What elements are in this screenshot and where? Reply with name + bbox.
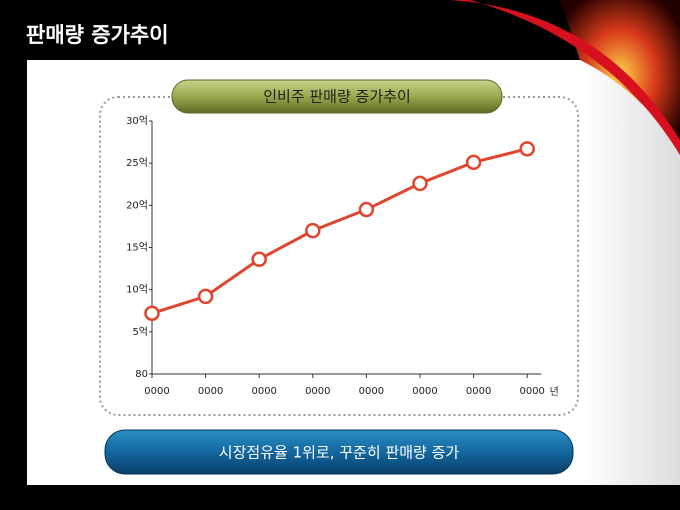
banner: [104, 429, 574, 475]
plot: 80 5억 10억 15억 20억 25억 30억 0000 0000 0000 0000 0000 0…: [126, 115, 559, 398]
point: [251, 251, 267, 268]
slide-title: 판매량 증가추이: [26, 23, 169, 47]
point: [305, 222, 321, 239]
chart-title-pill: [171, 79, 503, 114]
y-tick-label: 5억: [132, 326, 148, 338]
x-tick-label: 0000: [519, 386, 544, 397]
point: [358, 201, 375, 218]
y-tick-label: 30억: [126, 115, 148, 127]
y-tick-label: 15억: [126, 242, 148, 254]
x-tick-label: 0000: [198, 386, 223, 397]
x-unit-label: 년: [550, 386, 559, 398]
chart-title: 인비주 판매량 증가추이: [263, 88, 411, 106]
x-tick-label: 0000: [359, 386, 384, 397]
y-tick-label: 25억: [126, 157, 148, 169]
y-tick-label: 10억: [126, 284, 148, 296]
x-tick-label: 0000: [305, 386, 330, 397]
point: [465, 154, 482, 171]
x-tick-label: 0000: [412, 386, 437, 397]
line-series: [151, 147, 528, 315]
x-tick-label: 0000: [251, 386, 276, 397]
banner-text: 시장점유율 1위로, 꾸준히 판매량 증가: [219, 444, 460, 462]
y-tick-label: 80: [135, 369, 148, 380]
point: [144, 305, 160, 322]
point: [519, 141, 535, 157]
y-tick-label: 20억: [126, 199, 148, 211]
point: [197, 288, 214, 305]
decor-swoosh: [450, 0, 680, 155]
chart-frame: [99, 96, 579, 416]
x-tick-label: 0000: [144, 386, 169, 397]
x-tick-label: 0000: [466, 386, 491, 397]
point: [412, 175, 428, 192]
